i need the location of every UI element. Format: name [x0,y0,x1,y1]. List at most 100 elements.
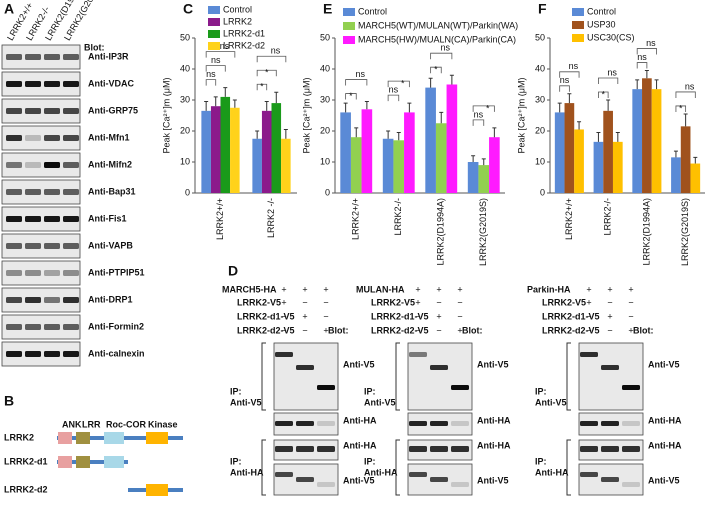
sign: + [586,284,591,294]
blot-header: Blot: [328,325,349,335]
bar [361,109,373,193]
blot-band [44,162,60,168]
sig-bracket [636,48,657,55]
blot-band [451,421,469,426]
blot-band [25,243,41,249]
blot-band [25,297,41,303]
blot-band [6,297,22,303]
ip-label: IP: [230,386,242,396]
legend-swatch [343,8,355,16]
sign: − [628,297,633,307]
sign: + [436,284,441,294]
blot-band [25,54,41,60]
blot-band [622,385,640,390]
error-bar [557,102,562,113]
error-bar [204,101,209,111]
blot-band [430,365,448,370]
domain-box [104,456,124,468]
bait-label: Parkin-HA [527,284,571,294]
bar [642,78,652,193]
sig-bracket [559,71,580,78]
blot-header: Blot: [84,42,105,52]
blot-label: Anti-Mifn2 [88,159,132,169]
blot-label: Anti-V5 [477,475,509,485]
sign: − [302,297,307,307]
y-axis-label: Peak [Ca²⁺]m (μM) [516,78,526,154]
sig-label: ns [355,69,365,79]
blot-band [451,385,469,390]
error-bar [428,77,433,88]
domain-box [146,432,168,444]
sign: + [302,284,307,294]
sign: + [607,284,612,294]
y-axis-label: Peak [Ca²⁺]m (μM) [161,78,171,154]
construct-label: LRRK2-V5 [542,297,586,307]
ip-label: Anti-V5 [364,397,396,407]
sig-bracket [598,77,619,84]
blot-band [296,365,314,370]
y-tick-label: 40 [535,63,545,73]
blot-band [580,421,598,426]
blot-band [44,108,60,114]
blot-band [317,446,335,452]
bar [671,157,681,193]
sig-bracket [387,94,400,102]
bar [603,110,613,193]
sign: − [607,325,612,335]
bar [425,87,436,193]
y-tick-label: 50 [535,32,545,42]
blot-band [296,477,314,482]
legend-swatch [572,34,584,42]
sign: + [628,325,633,335]
sig-bracket [472,105,495,112]
legend-label: LRRK2-d1 [223,28,265,38]
domain-label: ANK [62,419,82,429]
blot-band [63,162,79,168]
bait-label: MULAN-HA [356,284,405,294]
sign: + [628,284,633,294]
error-bar [481,158,486,166]
blot-band [451,446,469,452]
sign: − [586,311,591,321]
bar [350,137,362,193]
domain-label: LRR [82,419,101,429]
legend-label: USP30 [587,19,616,29]
sig-bracket [345,93,357,100]
ip-bracket [566,342,571,411]
bar [554,112,565,193]
ip-label: IP: [230,456,242,466]
sign: + [415,297,420,307]
domain-box [104,432,124,444]
blot-band [25,108,41,114]
blot-band [601,446,619,452]
legend-swatch [208,18,220,26]
sign: − [586,325,591,335]
blot-band [44,243,60,249]
blot-label: Anti-V5 [343,475,375,485]
sig-bracket [345,79,368,86]
sign: − [457,297,462,307]
sign: + [457,284,462,294]
bar [478,165,490,193]
panel-label: A [4,1,14,17]
blot-label: Anti-V5 [648,475,680,485]
ip-label: IP: [535,456,547,466]
sign: − [281,325,286,335]
blot-band [622,421,640,426]
sign: − [436,325,441,335]
x-tick-label: LRRK2(G2019S) [680,198,690,266]
panel-label: B [4,393,14,409]
error-bar [343,102,348,113]
error-bar [213,96,218,107]
blot-band [25,162,41,168]
sig-label: * [401,78,405,88]
domain-box [58,456,72,468]
error-bar [683,113,688,127]
legend-label: Control [587,6,616,16]
sig-bracket [430,52,453,60]
domain-box [76,456,90,468]
sig-label: * [349,91,353,101]
sign: + [586,297,591,307]
sig-bracket [256,55,287,63]
y-tick-label: 20 [180,125,190,135]
